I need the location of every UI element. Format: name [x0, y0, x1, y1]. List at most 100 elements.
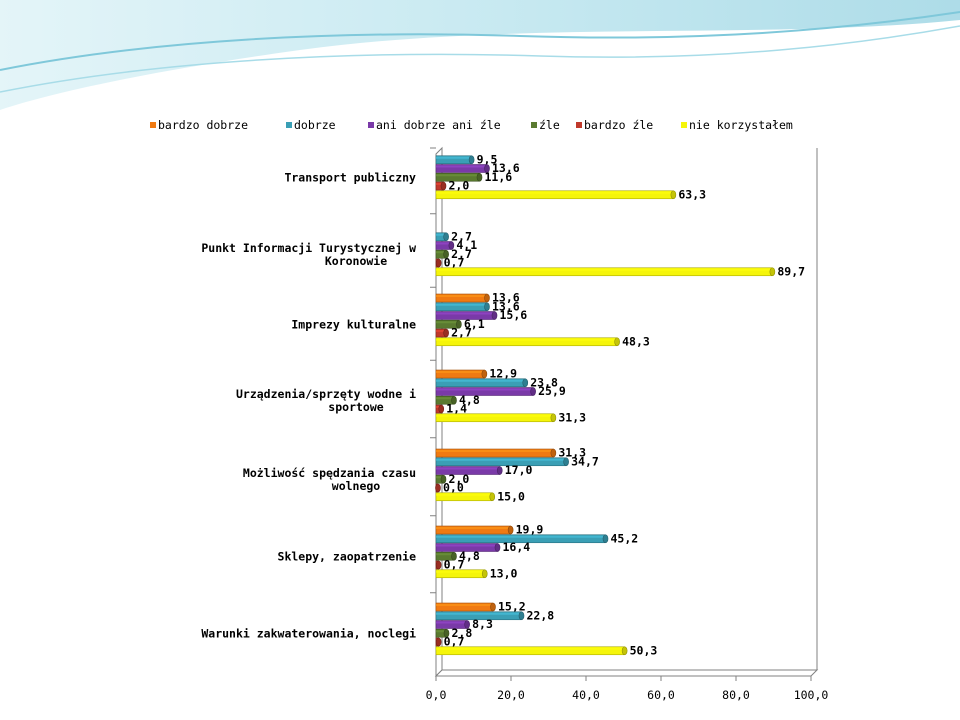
- bar-highlight: [436, 321, 459, 324]
- x-tick-label: 60,0: [647, 688, 675, 702]
- bar-highlight: [436, 604, 493, 606]
- bar: [435, 637, 442, 647]
- data-label: 31,3: [558, 446, 586, 460]
- x-tick-label: 80,0: [722, 688, 750, 702]
- bar-highlight: [436, 458, 567, 461]
- bar-end-cap: [484, 293, 490, 303]
- legend-entry-1: dobrze: [294, 118, 336, 132]
- data-label: 89,7: [777, 264, 805, 278]
- category-label: Sklepy, zaopatrzenie: [278, 549, 417, 563]
- data-label: 50,3: [630, 643, 658, 657]
- bar-highlight: [436, 612, 522, 615]
- bar: [435, 457, 569, 467]
- bar-highlight: [436, 406, 442, 408]
- bar: [435, 293, 490, 303]
- bar: [435, 395, 457, 405]
- data-label: 15,2: [498, 600, 526, 614]
- bar: [435, 172, 483, 182]
- bar-highlight: [436, 156, 472, 159]
- bar-end-cap: [769, 267, 776, 277]
- bar: [435, 378, 529, 388]
- data-label: 16,4: [503, 540, 531, 554]
- bar-end-cap: [443, 328, 449, 338]
- bar: [435, 155, 475, 165]
- bar-highlight: [436, 467, 500, 470]
- data-label: 23,8: [530, 375, 558, 389]
- bar-highlight: [436, 647, 625, 650]
- x-tick-label: 40,0: [572, 688, 600, 702]
- bar: [435, 602, 496, 612]
- data-label: 2,0: [449, 472, 470, 486]
- data-label: 15,0: [497, 489, 525, 503]
- bar-highlight: [436, 553, 454, 556]
- bar: [435, 551, 457, 561]
- data-label: 6,1: [464, 317, 485, 331]
- bar: [435, 466, 503, 475]
- bar-end-cap: [435, 258, 442, 268]
- bar-highlight: [436, 527, 511, 529]
- data-label: 0,7: [444, 256, 465, 270]
- bar-highlight: [436, 303, 487, 306]
- data-label: 45,2: [611, 531, 639, 545]
- category-label: Transport publiczny: [284, 170, 416, 184]
- data-label: 63,3: [678, 187, 706, 201]
- x-tick-label: 100,0: [794, 688, 829, 702]
- bar-end-cap: [563, 457, 569, 467]
- bar: [435, 492, 496, 502]
- data-label: 0,7: [444, 558, 465, 572]
- bar: [435, 164, 490, 173]
- bar-highlight: [436, 251, 447, 254]
- bar-end-cap: [484, 302, 490, 312]
- category-label: Urządzenia/sprzęty wodne i: [236, 387, 416, 401]
- data-label: 13,6: [492, 291, 520, 305]
- data-label: 13,6: [492, 299, 520, 313]
- category-label: sportowe: [328, 400, 383, 414]
- bar: [435, 628, 450, 638]
- bar: [435, 474, 447, 484]
- bar-end-cap: [435, 637, 442, 647]
- legend-entry-4: bardzo źle: [584, 118, 653, 132]
- legend-swatch-4: [576, 122, 582, 128]
- bar-end-cap: [443, 249, 449, 259]
- category-label: wolnego: [332, 479, 381, 493]
- bar-end-cap: [496, 466, 503, 475]
- data-label: 17,0: [505, 463, 533, 477]
- bar: [435, 181, 447, 191]
- bar-highlight: [436, 630, 447, 633]
- legend-entry-2: ani dobrze ani źle: [376, 118, 501, 132]
- floor: [434, 669, 819, 677]
- bar-end-cap: [440, 474, 447, 484]
- data-label: 2,0: [449, 179, 470, 193]
- bar-end-cap: [468, 155, 475, 165]
- bar-end-cap: [530, 387, 536, 396]
- bar-end-cap: [507, 525, 514, 535]
- data-label: 4,8: [459, 393, 480, 407]
- data-label: 22,8: [527, 608, 555, 622]
- x-tick-label: 0,0: [426, 688, 447, 702]
- bar: [435, 311, 498, 320]
- category-label: Koronowie: [325, 254, 387, 268]
- data-label: 25,9: [538, 384, 566, 398]
- bar-end-cap: [490, 602, 496, 612]
- category-label: Możliwość spędzania czasu: [243, 466, 416, 480]
- bar-end-cap: [614, 337, 620, 347]
- data-label: 4,8: [459, 549, 480, 563]
- data-label: 13,0: [490, 566, 518, 580]
- bar-highlight: [436, 544, 498, 547]
- bar-highlight: [436, 174, 480, 177]
- bar-end-cap: [550, 448, 557, 458]
- legend-entry-0: bardzo dobrze: [158, 118, 248, 132]
- bar-highlight: [436, 414, 554, 417]
- category-label: Warunki zakwaterowania, noclegi: [201, 626, 416, 640]
- bar-highlight: [436, 450, 554, 452]
- bar: [435, 646, 628, 656]
- bar-highlight: [436, 191, 674, 194]
- bar-highlight: [436, 397, 454, 400]
- bar-end-cap: [621, 646, 628, 656]
- data-label: 11,6: [485, 170, 513, 184]
- data-label: 2,7: [451, 229, 472, 243]
- data-label: 19,9: [516, 523, 544, 537]
- legend-swatch-1: [286, 122, 292, 128]
- bar-highlight: [436, 295, 487, 297]
- bar-end-cap: [451, 395, 457, 405]
